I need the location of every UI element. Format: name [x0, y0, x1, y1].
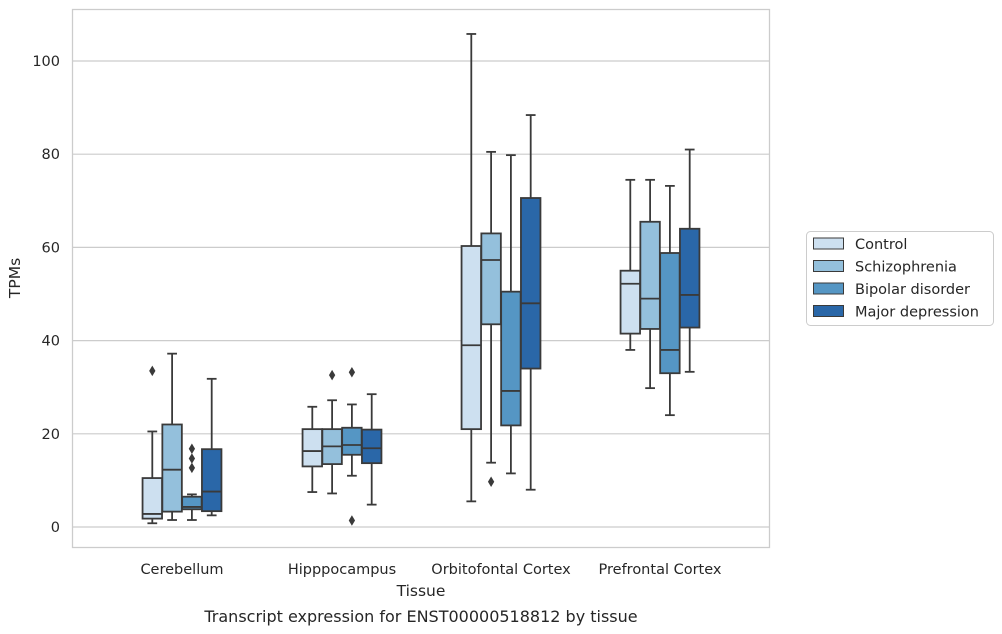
- legend-swatch-2: [813, 282, 844, 295]
- y-tick-label-20: 20: [42, 427, 60, 443]
- box-0-3: [201, 377, 223, 517]
- box-0-2: [181, 443, 203, 521]
- x-tick-label-3: Prefrontal Cortex: [599, 562, 722, 578]
- box-2-3: [520, 114, 542, 491]
- box-1-0: [301, 405, 323, 493]
- legend-label-1: Schizophrenia: [855, 260, 957, 276]
- outlier-point-0: [149, 365, 156, 377]
- outlier-point-1: [188, 453, 196, 464]
- box-body: [639, 220, 661, 330]
- plot-frame: [71, 8, 771, 549]
- box-body: [161, 423, 183, 513]
- box-2-1: [480, 150, 502, 488]
- outlier-point-0: [487, 476, 495, 488]
- box-body: [201, 448, 223, 513]
- boxes: [141, 33, 701, 526]
- box-3-0: [619, 178, 641, 351]
- box-3-3: [679, 148, 701, 373]
- box-1-3: [361, 393, 383, 506]
- x-tick-label-1: Hipppocampus: [288, 562, 396, 578]
- y-tick-label-80: 80: [42, 147, 60, 163]
- y-tick-label-60: 60: [42, 240, 60, 256]
- box-body: [659, 252, 681, 375]
- box-body: [341, 426, 363, 456]
- box-body: [141, 477, 163, 520]
- chart-caption: Transcript expression for ENST0000051881…: [203, 607, 637, 626]
- x-tick-labels: Cerebellum Hipppocampus Orbitofontal Corte…: [140, 562, 721, 578]
- legend-swatch-1: [813, 260, 844, 272]
- box-1-2: [341, 367, 363, 526]
- box-2-0: [460, 33, 482, 503]
- legend-swatch-0: [813, 237, 844, 250]
- legend-label-3: Major depression: [855, 305, 979, 321]
- box-2-2: [500, 154, 522, 475]
- box-1-1: [321, 369, 343, 495]
- box-0-0: [141, 365, 163, 525]
- legend-label-2: Bipolar disorder: [855, 282, 970, 298]
- legend-frame: [806, 231, 994, 326]
- box-body: [679, 227, 701, 329]
- y-axis-label: TPMs: [6, 258, 24, 299]
- outlier-point-0: [328, 369, 336, 381]
- outlier-point-1: [348, 367, 356, 378]
- y-tick-labels: 0 20 40 60 80 100: [32, 54, 60, 536]
- box-body: [619, 269, 641, 335]
- x-tick-label-2: Orbitofontal Cortex: [431, 562, 571, 578]
- x-tick-label-0: Cerebellum: [140, 562, 223, 578]
- box-body: [520, 197, 542, 370]
- gridlines: [72, 60, 770, 528]
- legend-label-0: Control: [855, 237, 907, 253]
- box-body: [480, 232, 502, 326]
- x-axis-label: Tissue: [396, 582, 446, 600]
- box-body: [301, 428, 323, 468]
- box-3-1: [639, 178, 661, 390]
- box-body: [460, 245, 482, 431]
- outlier-point-2: [188, 443, 196, 454]
- y-tick-label-100: 100: [32, 54, 60, 70]
- y-tick-label-40: 40: [42, 334, 60, 350]
- outlier-point-0: [188, 462, 196, 474]
- box-3-2: [659, 184, 681, 417]
- box-body: [500, 290, 522, 427]
- box-0-1: [161, 352, 183, 521]
- box-body: [361, 428, 383, 465]
- legend-swatch-3: [813, 305, 844, 317]
- legend: Control Schizophrenia Bipolar disorder Majo…: [806, 231, 994, 326]
- outlier-point-0: [348, 515, 356, 526]
- y-tick-label-0: 0: [51, 520, 60, 536]
